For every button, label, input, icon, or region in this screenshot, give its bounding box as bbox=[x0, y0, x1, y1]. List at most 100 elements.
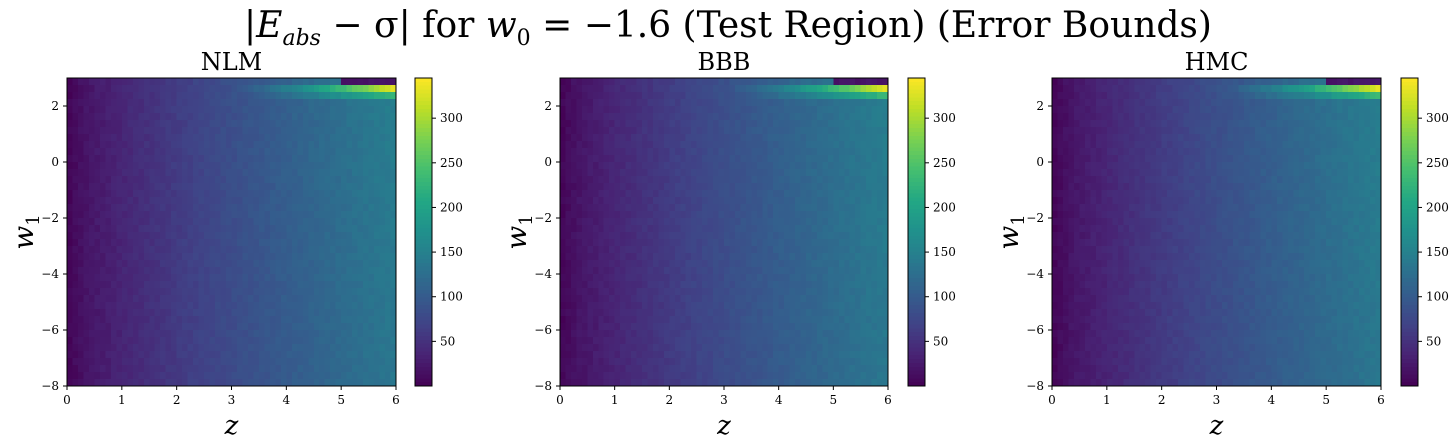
heatmap-cell bbox=[811, 92, 818, 100]
heatmap-cell bbox=[319, 232, 326, 240]
heatmap-cell bbox=[297, 134, 304, 142]
heatmap-cell bbox=[182, 372, 189, 380]
heatmap-cell bbox=[368, 204, 375, 212]
heatmap-cell bbox=[335, 190, 342, 198]
heatmap-cell bbox=[827, 337, 834, 345]
heatmap-cell bbox=[368, 183, 375, 191]
heatmap-cell bbox=[663, 176, 670, 184]
heatmap-cell bbox=[652, 372, 659, 380]
heatmap-cell bbox=[236, 288, 244, 296]
heatmap-cell bbox=[702, 134, 709, 142]
heatmap-cell bbox=[702, 358, 709, 366]
heatmap-cell bbox=[121, 253, 128, 261]
heatmap-cell bbox=[745, 106, 752, 114]
heatmap-cell bbox=[346, 134, 353, 142]
heatmap-cell bbox=[762, 246, 769, 254]
heatmap-cell bbox=[647, 267, 654, 275]
heatmap-cell bbox=[77, 302, 85, 310]
heatmap-cell bbox=[110, 267, 117, 275]
heatmap-cell bbox=[220, 169, 227, 177]
heatmap-cell bbox=[631, 190, 638, 198]
heatmap-cell bbox=[105, 211, 112, 219]
heatmap-cell bbox=[220, 344, 227, 352]
heatmap-cell bbox=[385, 365, 392, 373]
heatmap-cell bbox=[718, 204, 725, 212]
heatmap-cell bbox=[291, 372, 298, 380]
heatmap-cell bbox=[702, 351, 709, 359]
heatmap-cell bbox=[368, 225, 375, 233]
heatmap-cell bbox=[187, 99, 194, 107]
heatmap-cell bbox=[330, 190, 337, 198]
heatmap-cell bbox=[176, 183, 183, 191]
heatmap-cell bbox=[105, 218, 112, 226]
heatmap-cell bbox=[691, 337, 698, 345]
heatmap-cell bbox=[231, 351, 238, 359]
heatmap-cell bbox=[745, 141, 752, 149]
heatmap-cell bbox=[182, 162, 189, 170]
heatmap-cell bbox=[286, 99, 293, 107]
heatmap-cell bbox=[390, 295, 397, 303]
heatmap-cell bbox=[182, 253, 189, 261]
heatmap-cell bbox=[88, 316, 96, 324]
heatmap-cell bbox=[707, 372, 714, 380]
heatmap-cell bbox=[806, 358, 813, 366]
heatmap-cell bbox=[330, 78, 337, 86]
heatmap-cell bbox=[247, 148, 255, 156]
heatmap-cell bbox=[275, 344, 282, 352]
heatmap-cell bbox=[346, 358, 353, 366]
heatmap-cell bbox=[352, 358, 359, 366]
heatmap-cell bbox=[352, 183, 359, 191]
heatmap-cell bbox=[319, 218, 326, 226]
heatmap-cell bbox=[685, 78, 692, 86]
heatmap-cell bbox=[143, 274, 150, 282]
heatmap-cell bbox=[658, 253, 665, 261]
heatmap-cell bbox=[614, 113, 621, 121]
heatmap-cell bbox=[609, 316, 616, 324]
heatmap-cell bbox=[833, 148, 840, 156]
heatmap-cell bbox=[702, 372, 709, 380]
heatmap-cell bbox=[346, 288, 353, 296]
heatmap-cell bbox=[762, 372, 769, 380]
heatmap-cell bbox=[220, 176, 227, 184]
heatmap-cell bbox=[691, 211, 698, 219]
heatmap-cell bbox=[357, 106, 364, 114]
heatmap-cell bbox=[242, 218, 249, 226]
heatmap-cell bbox=[636, 267, 643, 275]
heatmap-cell bbox=[242, 162, 249, 170]
heatmap-cell bbox=[171, 218, 178, 226]
heatmap-cell bbox=[275, 302, 282, 310]
heatmap-cell bbox=[620, 309, 627, 317]
heatmap-cell bbox=[324, 358, 331, 366]
heatmap-cell bbox=[242, 365, 249, 373]
heatmap-cell bbox=[806, 302, 813, 310]
heatmap-cell bbox=[330, 239, 337, 247]
heatmap-cell bbox=[182, 281, 189, 289]
heatmap-cell bbox=[335, 295, 342, 303]
heatmap-cell bbox=[132, 197, 139, 205]
heatmap-cell bbox=[160, 316, 167, 324]
heatmap-cell bbox=[94, 225, 101, 233]
heatmap-cell bbox=[576, 330, 583, 338]
heatmap-cell bbox=[570, 92, 577, 100]
heatmap-cell bbox=[729, 99, 736, 107]
heatmap-cell bbox=[193, 330, 200, 338]
heatmap-cell bbox=[724, 148, 731, 156]
heatmap-cell bbox=[247, 323, 255, 331]
heatmap-cell bbox=[724, 274, 731, 282]
heatmap-cell bbox=[773, 99, 780, 107]
heatmap-cell bbox=[94, 169, 101, 177]
heatmap-cell bbox=[576, 99, 583, 107]
heatmap-cell bbox=[685, 85, 692, 93]
heatmap-cell bbox=[357, 246, 364, 254]
heatmap-cell bbox=[258, 246, 265, 254]
heatmap-cell bbox=[663, 225, 670, 233]
heatmap-cell bbox=[740, 274, 747, 282]
heatmap-cell bbox=[149, 176, 156, 184]
heatmap-cell bbox=[94, 239, 101, 247]
heatmap-cell bbox=[800, 358, 807, 366]
heatmap-cell bbox=[127, 141, 134, 149]
heatmap-cell bbox=[335, 358, 342, 366]
heatmap-cell bbox=[99, 260, 106, 268]
heatmap-cell bbox=[165, 246, 172, 254]
heatmap-cell bbox=[72, 141, 79, 149]
